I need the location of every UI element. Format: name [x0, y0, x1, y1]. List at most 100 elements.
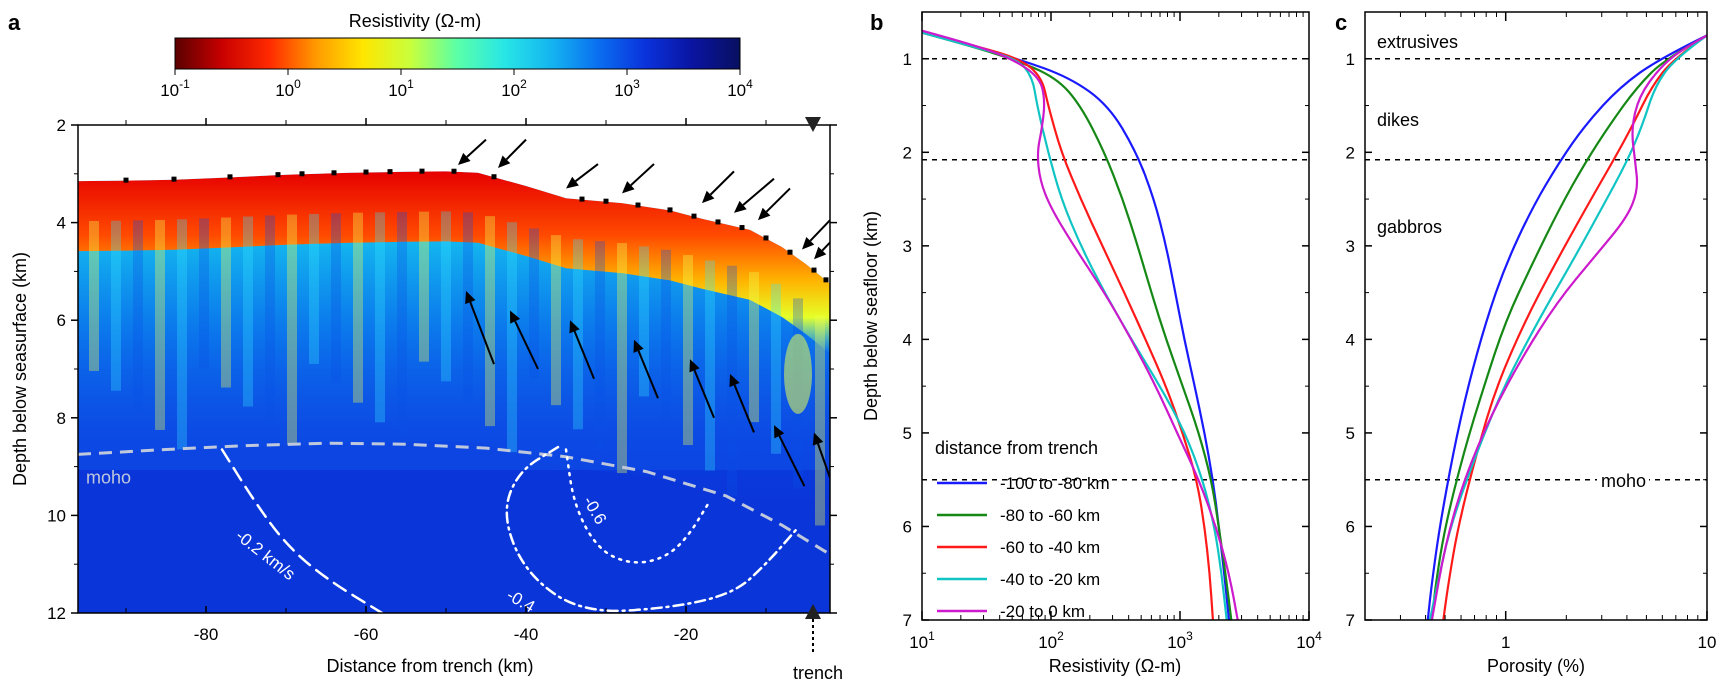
seafloor-station: [603, 198, 609, 204]
panel-label-b: b: [870, 10, 883, 35]
boundary-lines: [1365, 58, 1707, 481]
seafloor-stations: [123, 168, 829, 283]
water-column: [78, 125, 830, 284]
y-tick-label: 6: [903, 517, 912, 536]
seafloor-station: [667, 207, 673, 213]
resistivity-streak: [683, 255, 693, 446]
colorbar-tick-label: 10-1: [160, 77, 190, 100]
x-tick-label-base: 10: [1167, 633, 1186, 652]
inflow-arrow-shaft: [821, 241, 830, 252]
section-deep-layer: [78, 470, 830, 613]
colorbar-tick-label: 100: [275, 77, 301, 100]
inflow-arrow-shaft: [574, 163, 599, 182]
moho-label-bg: [1597, 470, 1649, 492]
inflow-arrow-shaft: [709, 170, 735, 196]
y-tick-label: 5: [903, 424, 912, 443]
colorbar-tick-label: 101: [388, 77, 414, 100]
seafloor-station: [451, 168, 457, 174]
layer-label-extrusives: extrusives: [1377, 32, 1458, 52]
resistivity-streak: [573, 239, 583, 430]
y-tick-label: 10: [47, 506, 66, 525]
seafloor-station: [579, 196, 585, 202]
profile-40-to-20-km: [922, 31, 1228, 620]
y-tick-label: 1: [903, 50, 912, 69]
seafloor-station: [635, 202, 641, 208]
seafloor-conductive-band: [78, 171, 830, 354]
trench-triangle-top: [805, 117, 821, 132]
resistivity-streak: [705, 260, 715, 471]
x-tick-label-exp: 3: [1186, 629, 1193, 643]
legend: distance from trench -100 to -80 km -80 t…: [935, 438, 1110, 621]
upflow-arrow-shaft: [514, 320, 539, 370]
colorbar-tick-label: 102: [501, 77, 527, 100]
colorbar-tick-label-base: 10: [275, 81, 294, 100]
seafloor-station: [763, 235, 769, 241]
seafloor-station: [123, 177, 129, 183]
inflow-arrow-head: [758, 207, 771, 221]
inflow-arrow-head: [702, 190, 715, 204]
profile-60-to-40-km: [1442, 34, 1707, 620]
inflow-arrow-head: [458, 152, 471, 166]
y-tick-label: 4: [57, 214, 66, 233]
x-tick-label: -40: [514, 625, 539, 644]
upflow-arrow-shaft: [733, 384, 755, 433]
upflow-arrow-head: [465, 290, 476, 305]
inflow-arrow-head: [622, 181, 635, 194]
resistivity-streak: [485, 216, 495, 427]
y-tick-label: 6: [1346, 517, 1355, 536]
x-tick-label-exp: 1: [928, 629, 935, 643]
trench-triangle-bottom: [805, 604, 821, 619]
inflow-arrow-shaft: [505, 138, 527, 161]
inflow-arrow-head: [814, 246, 827, 260]
profile-100-to-80-km: [922, 31, 1231, 620]
x-tick-label: 101: [909, 629, 935, 652]
y-tick-label: 2: [57, 116, 66, 135]
seafloor-station: [275, 172, 281, 178]
x-tick-label: -20: [674, 625, 699, 644]
upflow-arrow-shaft: [693, 369, 715, 419]
y-tick-label: 1: [1346, 50, 1355, 69]
seafloor-station: [331, 170, 337, 176]
flow-arrows: [458, 138, 830, 487]
x-tick-label-exp: 4: [1315, 629, 1322, 643]
y-tick-label: 7: [903, 611, 912, 630]
resistivity-streak: [419, 211, 429, 362]
upflow-arrow-head: [812, 432, 824, 446]
resistivity-streak: [463, 212, 473, 403]
y-tick-label: 2: [1346, 143, 1355, 162]
anomaly-highlight: [784, 333, 812, 414]
seafloor-station: [691, 213, 697, 219]
boundary-lines: [922, 58, 1309, 481]
resistivity-streak: [749, 272, 759, 423]
seafloor-station: [171, 176, 177, 182]
resistivity-streak: [595, 241, 605, 452]
profile-20-to-0-km: [1430, 34, 1707, 620]
inflow-arrow-shaft: [742, 177, 775, 206]
y-tick-label: 4: [903, 330, 912, 349]
colorbar-tick-label-exp: 4: [746, 77, 753, 91]
upflow-arrow-head: [689, 359, 700, 373]
resistivity-streak: [111, 220, 121, 391]
resistivity-streak: [199, 218, 209, 369]
y-tick-label: 3: [903, 237, 912, 256]
inflow-arrow-shaft: [809, 219, 830, 242]
panel-a-ylabel: Depth below seasurface (km): [10, 252, 30, 486]
seafloor-station: [419, 168, 425, 174]
upflow-arrow-head: [633, 339, 644, 353]
resistivity-streak: [617, 243, 627, 474]
seafloor-station: [715, 219, 721, 225]
resistivity-streak: [331, 213, 341, 384]
resistivity-streak: [507, 222, 517, 453]
inflow-arrow-head: [566, 176, 579, 189]
resistivity-streak: [661, 249, 671, 420]
seafloor-station: [363, 169, 369, 175]
resistivity-streak: [551, 235, 561, 406]
y-tick-label: 5: [1346, 424, 1355, 443]
panel-a: moho -0.2 km/s-0.4-0.6 -80 -60 -40 -20 2 4 6 8 1…: [10, 116, 843, 683]
velocity-contour-0-2-km-s: [220, 448, 384, 613]
colorbar-tick-label-exp: 2: [520, 77, 527, 91]
seafloor-station: [823, 277, 829, 283]
x-tick-label: 102: [1038, 629, 1064, 652]
y-tick-label: 6: [57, 311, 66, 330]
velocity-contours: [220, 445, 800, 613]
